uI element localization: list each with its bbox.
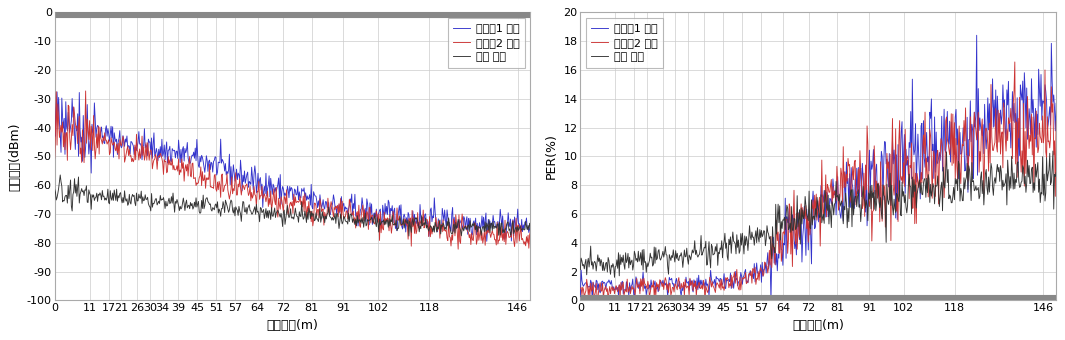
샷스 송신 [790,226,803,230]
다이폵2 송신 [574,286,587,290]
다이폵2 송신 [264,189,277,193]
X-axis label: 통신거리(m): 통신거리(m) [266,319,318,332]
다이폵2 송신 [171,169,184,173]
다이폵1 송신 [659,283,672,287]
다이폵1 송신 [855,194,868,199]
다이폵2 송신 [892,139,905,143]
샷스 송신 [659,244,672,249]
샷스 송신 [1047,149,1060,153]
다이폵2 송신 [933,161,946,165]
Y-axis label: PER(%): PER(%) [545,133,558,179]
샷스 송신 [574,268,587,272]
다이폵2 송신 [48,156,61,160]
다이폵2 송신 [1050,119,1063,123]
다이폵1 송신 [171,156,184,160]
샷스 송신 [48,187,61,191]
다이폵1 송신 [933,150,946,154]
다이폵1 송신 [574,295,587,299]
다이폵2 송신 [407,216,420,220]
다이폵1 송신 [892,186,905,190]
다이폵2 송신 [366,215,379,219]
다이폵1 송신 [133,142,146,146]
다이폵1 송신 [698,282,710,286]
다이폵2 송신 [79,89,92,93]
샷스 송신 [54,173,67,177]
Line: 샷스 송신: 샷스 송신 [580,151,1056,277]
다이폵2 송신 [790,211,803,215]
다이폵1 송신 [524,221,537,225]
다이폵2 송신 [329,204,342,208]
다이폵1 송신 [329,204,342,208]
다이폵1 송신 [48,105,61,109]
샷스 송신 [264,218,277,222]
샷스 송신 [133,195,146,200]
다이폵1 송신 [480,239,493,243]
Line: 다이폵1 송신: 다이폵1 송신 [580,35,1056,300]
샷스 송신 [608,275,621,279]
X-axis label: 통신거리(m): 통신거리(m) [792,319,845,332]
다이폵1 송신 [586,298,599,302]
Legend: 다이폵1 송신, 다이폵2 송신, 샷스 송신: 다이폵1 송신, 다이폵2 송신, 샷스 송신 [586,18,663,68]
샷스 송신 [855,207,868,211]
샷스 송신 [1050,170,1063,174]
샷스 송신 [403,234,415,238]
Line: 다이폵2 송신: 다이폵2 송신 [580,62,1056,300]
다이폵2 송신 [452,247,464,251]
샷스 송신 [933,204,946,208]
다이폵2 송신 [659,276,672,280]
다이폵2 송신 [133,147,146,151]
Line: 다이폵2 송신: 다이폵2 송신 [54,91,530,249]
Y-axis label: 수신세기(dBm): 수신세기(dBm) [9,122,21,191]
다이폵1 송신 [407,223,420,227]
다이폵2 송신 [698,278,710,282]
다이폵1 송신 [51,90,64,94]
샷스 송신 [698,249,710,253]
샷스 송신 [408,219,421,223]
다이폵1 송신 [970,33,983,37]
다이폵2 송신 [1009,60,1021,64]
Legend: 다이폵1 송신, 다이폵2 송신, 샷스 송신: 다이폵1 송신, 다이폵2 송신, 샷스 송신 [447,18,525,68]
다이폵1 송신 [790,253,803,257]
샷스 송신 [524,225,537,229]
Line: 샷스 송신: 샷스 송신 [54,175,530,236]
다이폵1 송신 [264,176,277,180]
샷스 송신 [892,200,905,204]
다이폵2 송신 [855,179,868,183]
다이폵2 송신 [524,229,537,233]
다이폵1 송신 [366,215,379,219]
샷스 송신 [171,200,184,204]
샷스 송신 [329,221,342,225]
Line: 다이폵1 송신: 다이폵1 송신 [54,92,530,241]
다이폵1 송신 [1050,101,1063,105]
다이폵2 송신 [591,298,604,302]
샷스 송신 [366,221,379,225]
